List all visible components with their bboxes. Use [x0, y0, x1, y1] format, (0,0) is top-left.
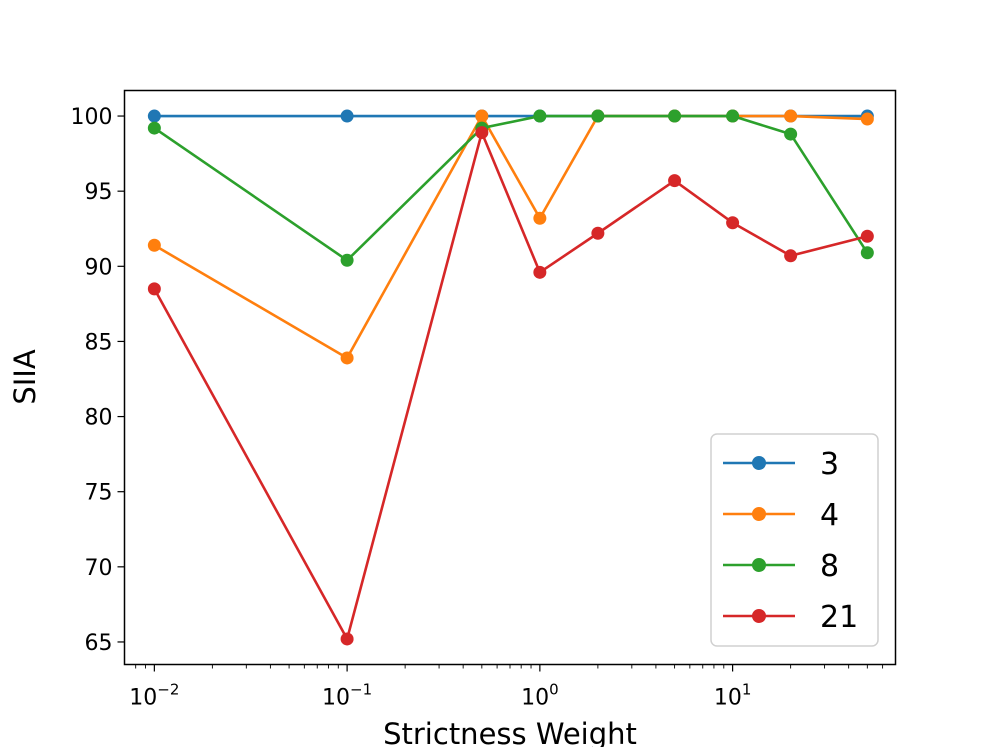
series-lines: [147, 109, 874, 646]
x-tick-labels: 10−2 10−1 100 101: [129, 681, 751, 711]
data-point: [475, 109, 489, 123]
legend-label: 4: [820, 498, 839, 533]
data-point: [860, 112, 874, 126]
data-point: [726, 109, 740, 123]
tick-marks: [117, 115, 884, 672]
x-tick-label: 10−2: [129, 681, 179, 711]
data-point: [147, 121, 161, 135]
x-tick-label: 10−1: [322, 681, 372, 711]
legend-label: 21: [820, 600, 858, 635]
legend-label: 3: [820, 447, 839, 482]
data-point: [340, 253, 354, 267]
data-point: [726, 216, 740, 230]
y-axis-label: SIIA: [8, 349, 42, 405]
plot-frame: [123, 89, 897, 666]
legend-marker: [752, 507, 766, 521]
data-point: [340, 632, 354, 646]
data-point: [784, 249, 798, 263]
data-point: [147, 238, 161, 252]
legend-item: 4: [723, 498, 839, 533]
legend-frame: [710, 433, 879, 647]
series-21: [147, 126, 874, 646]
y-tick-label: 90: [85, 255, 113, 280]
y-tick-label: 65: [85, 631, 113, 656]
legend-marker: [752, 558, 766, 572]
legend-marker: [752, 609, 766, 623]
legend-marker: [752, 456, 766, 470]
data-point: [147, 109, 161, 123]
data-point: [147, 282, 161, 296]
x-tick-label: 100: [521, 681, 559, 711]
data-point: [784, 127, 798, 141]
x-tick-label: 101: [714, 681, 752, 711]
legend-label: 8: [820, 549, 839, 584]
legend-item: 21: [723, 600, 858, 635]
legend-item: 3: [723, 447, 839, 482]
data-point: [668, 174, 682, 188]
series-8: [147, 109, 874, 267]
data-point: [533, 211, 547, 225]
data-point: [784, 109, 798, 123]
x-axis-label: Strictness Weight: [383, 717, 637, 747]
series-4: [147, 109, 874, 365]
data-point: [668, 109, 682, 123]
y-tick-labels: 65 70 75 80 85 90 95 100: [71, 105, 113, 656]
data-point: [591, 109, 605, 123]
data-point: [860, 229, 874, 243]
y-tick-label: 85: [85, 330, 113, 355]
data-point: [340, 109, 354, 123]
y-tick-label: 75: [85, 481, 113, 506]
y-tick-label: 95: [85, 180, 113, 205]
legend-item: 8: [723, 549, 839, 584]
data-point: [860, 246, 874, 260]
data-point: [475, 126, 489, 140]
data-point: [340, 351, 354, 365]
data-point: [533, 109, 547, 123]
series-line: [153, 114, 868, 360]
data-point: [591, 226, 605, 240]
data-point: [533, 265, 547, 279]
y-tick-label: 100: [71, 105, 113, 130]
legend: 3 4 8 21: [710, 433, 879, 647]
y-tick-label: 70: [85, 556, 113, 581]
y-tick-label: 80: [85, 406, 113, 431]
